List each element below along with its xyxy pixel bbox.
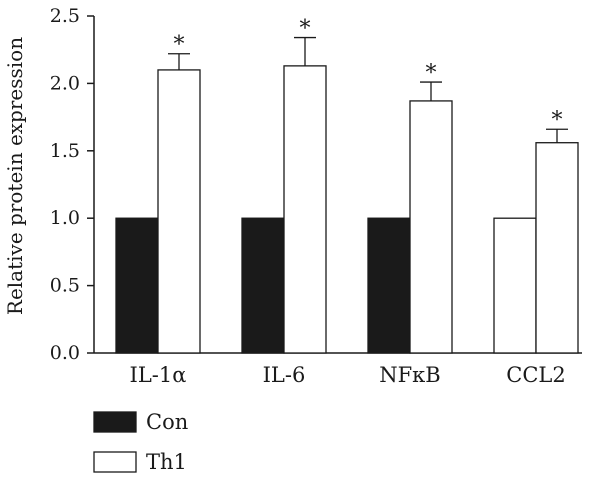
x-category-label: IL-6 <box>263 363 306 387</box>
y-axis-title: Relative protein expression <box>3 37 27 315</box>
y-tick-label: 1.0 <box>50 207 80 229</box>
legend-th1-label: Th1 <box>146 450 187 474</box>
bar-th1 <box>409 100 453 354</box>
bar-con <box>115 217 159 354</box>
y-tick-label: 2.0 <box>50 72 80 94</box>
bar-th1 <box>283 65 327 354</box>
significance-star: * <box>174 33 185 58</box>
bar-con <box>241 217 285 354</box>
significance-star: * <box>426 61 437 86</box>
bar-th1 <box>535 142 579 354</box>
significance-star: * <box>300 17 311 42</box>
bar-con <box>493 217 537 354</box>
legend-th1-swatch <box>93 451 137 473</box>
x-category-label: IL-1α <box>130 363 187 387</box>
y-tick-label: 0.0 <box>50 342 80 364</box>
legend-con-label: Con <box>146 410 188 434</box>
y-tick-label: 1.5 <box>50 140 80 162</box>
bar-th1 <box>157 69 201 354</box>
legend: Con Th1 <box>93 410 188 474</box>
bar-con <box>367 217 411 354</box>
y-tick-label: 2.5 <box>50 5 80 27</box>
legend-con-swatch <box>93 411 137 433</box>
plot-area: 0.0 0.5 1.0 1.5 2.0 2.5 * IL-1α * IL-6 * NFκB * CCL2 <box>50 5 582 387</box>
y-tick-label: 0.5 <box>50 275 80 297</box>
significance-star: * <box>552 108 563 133</box>
x-category-label: CCL2 <box>506 363 565 387</box>
x-category-label: NFκB <box>379 363 441 387</box>
